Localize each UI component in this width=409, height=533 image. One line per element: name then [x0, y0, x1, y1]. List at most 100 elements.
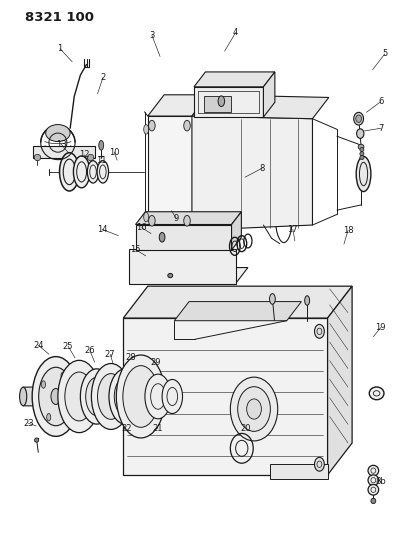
Ellipse shape — [59, 153, 79, 191]
Ellipse shape — [359, 156, 363, 160]
Polygon shape — [129, 249, 235, 284]
Text: 2: 2 — [100, 73, 105, 82]
Ellipse shape — [230, 377, 277, 441]
Ellipse shape — [91, 364, 130, 430]
Text: 22: 22 — [121, 424, 131, 433]
Ellipse shape — [116, 355, 165, 438]
Ellipse shape — [356, 129, 363, 139]
Ellipse shape — [159, 232, 164, 242]
Ellipse shape — [144, 374, 171, 419]
Polygon shape — [193, 87, 263, 117]
Text: 19: 19 — [375, 323, 385, 332]
Text: 3: 3 — [149, 31, 154, 40]
Ellipse shape — [369, 387, 383, 400]
Text: 26: 26 — [84, 346, 95, 355]
Ellipse shape — [314, 325, 324, 338]
Ellipse shape — [370, 498, 375, 504]
Text: 11: 11 — [96, 156, 106, 165]
Ellipse shape — [66, 405, 70, 412]
Text: 14: 14 — [97, 225, 107, 234]
Text: 8b: 8b — [374, 478, 385, 486]
Polygon shape — [327, 286, 351, 475]
Ellipse shape — [367, 484, 378, 495]
Ellipse shape — [61, 372, 65, 379]
Ellipse shape — [367, 465, 378, 476]
Ellipse shape — [359, 148, 363, 152]
Ellipse shape — [32, 357, 79, 437]
Polygon shape — [174, 302, 301, 321]
Ellipse shape — [355, 115, 361, 123]
Ellipse shape — [87, 155, 94, 161]
Text: 17: 17 — [287, 225, 297, 234]
Ellipse shape — [148, 120, 155, 131]
Ellipse shape — [162, 379, 182, 414]
Text: 7: 7 — [377, 124, 382, 133]
Text: 25: 25 — [63, 342, 73, 351]
Ellipse shape — [114, 377, 136, 416]
Polygon shape — [123, 318, 327, 475]
Polygon shape — [147, 116, 191, 230]
Ellipse shape — [367, 475, 378, 486]
Polygon shape — [123, 286, 351, 318]
Ellipse shape — [51, 389, 61, 405]
Text: 27: 27 — [105, 350, 115, 359]
Polygon shape — [135, 224, 231, 250]
Polygon shape — [33, 146, 94, 158]
Polygon shape — [129, 268, 247, 284]
Ellipse shape — [20, 387, 27, 406]
Ellipse shape — [85, 377, 108, 416]
Ellipse shape — [65, 372, 93, 421]
Text: 21: 21 — [153, 424, 163, 433]
Polygon shape — [135, 212, 241, 224]
Ellipse shape — [45, 125, 70, 142]
Ellipse shape — [167, 273, 172, 278]
Polygon shape — [193, 72, 274, 87]
Text: 12: 12 — [79, 150, 90, 159]
Ellipse shape — [144, 125, 148, 134]
Ellipse shape — [148, 215, 155, 226]
Text: 10: 10 — [109, 148, 119, 157]
Ellipse shape — [144, 212, 148, 222]
Ellipse shape — [314, 457, 324, 471]
Ellipse shape — [123, 366, 158, 427]
Ellipse shape — [246, 399, 261, 419]
Ellipse shape — [38, 367, 73, 426]
Ellipse shape — [73, 156, 90, 188]
Polygon shape — [263, 72, 274, 117]
Text: 8: 8 — [259, 164, 264, 173]
Text: 6: 6 — [377, 97, 382, 106]
Text: 15: 15 — [130, 245, 140, 254]
Ellipse shape — [87, 161, 99, 183]
Text: 29: 29 — [151, 358, 161, 367]
Ellipse shape — [41, 381, 45, 388]
Ellipse shape — [183, 120, 190, 131]
Polygon shape — [270, 464, 327, 479]
Text: 23: 23 — [23, 419, 34, 428]
Ellipse shape — [34, 438, 38, 442]
Ellipse shape — [304, 296, 309, 305]
Ellipse shape — [97, 374, 124, 419]
Ellipse shape — [97, 161, 108, 183]
Polygon shape — [191, 95, 328, 119]
Ellipse shape — [237, 387, 270, 431]
Polygon shape — [204, 96, 230, 112]
Ellipse shape — [357, 144, 363, 150]
Text: 20: 20 — [240, 424, 250, 433]
Text: 4: 4 — [232, 28, 238, 37]
Text: 28: 28 — [125, 353, 136, 362]
Ellipse shape — [269, 294, 274, 304]
Ellipse shape — [359, 152, 363, 156]
Ellipse shape — [80, 369, 113, 424]
Text: 8321 100: 8321 100 — [25, 11, 94, 24]
Polygon shape — [231, 212, 241, 250]
Text: 9: 9 — [173, 214, 179, 223]
Polygon shape — [147, 95, 208, 116]
Ellipse shape — [34, 155, 40, 161]
Text: 1: 1 — [57, 44, 63, 53]
Text: 16: 16 — [136, 223, 146, 232]
Ellipse shape — [47, 414, 51, 421]
Polygon shape — [191, 116, 312, 230]
Text: 24: 24 — [33, 341, 43, 350]
Ellipse shape — [99, 141, 103, 150]
Ellipse shape — [109, 369, 142, 424]
